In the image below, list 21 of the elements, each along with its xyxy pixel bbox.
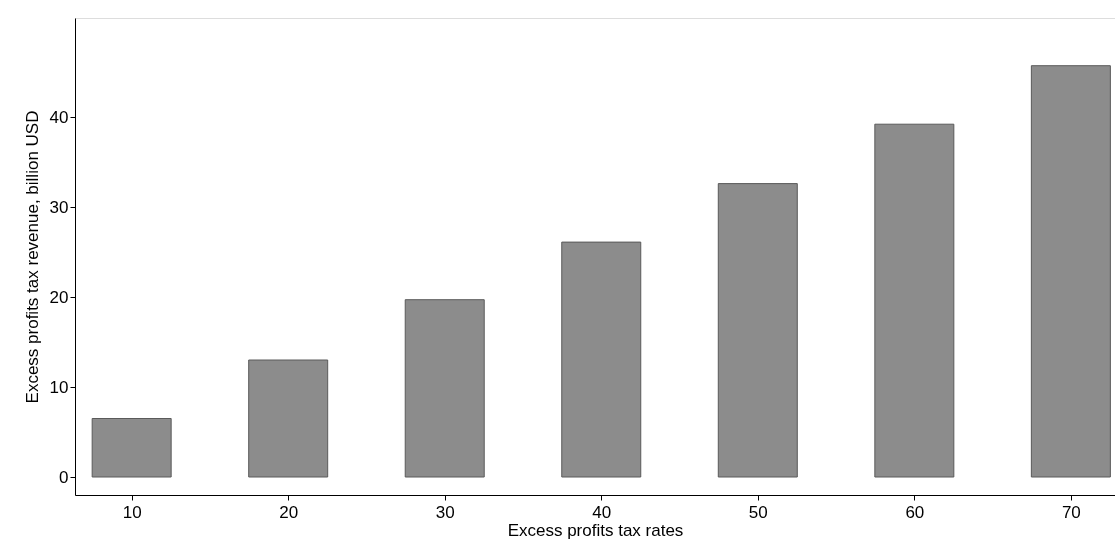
- x-tick-label: 20: [279, 502, 299, 522]
- bar: [248, 359, 329, 478]
- x-tick-label: 50: [748, 502, 768, 522]
- y-tick-label: 20: [49, 287, 69, 307]
- y-tick-label: 10: [49, 377, 69, 397]
- x-axis-title: Excess profits tax rates: [507, 520, 684, 540]
- y-tick-label: 40: [49, 107, 69, 127]
- x-tick-label: 70: [1061, 502, 1081, 522]
- y-tick-label: 30: [49, 197, 69, 217]
- x-tick-label: 60: [905, 502, 925, 522]
- bar: [717, 183, 798, 478]
- bar: [874, 123, 955, 478]
- y-tick-label: 0: [59, 467, 69, 487]
- x-tick-label: 10: [122, 502, 142, 522]
- bar: [561, 241, 642, 478]
- bar: [404, 299, 485, 478]
- y-axis-title: Excess profits tax revenue, billion USD: [22, 110, 42, 404]
- x-tick-label: 30: [435, 502, 455, 522]
- x-tick-label: 40: [592, 502, 612, 522]
- bar: [1030, 65, 1111, 478]
- bar: [91, 418, 172, 478]
